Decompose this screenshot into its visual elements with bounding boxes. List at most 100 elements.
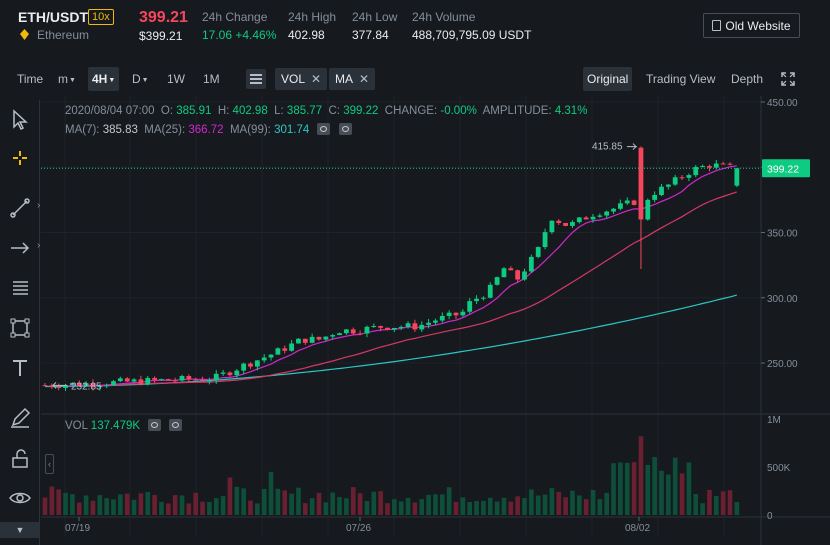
indicator-settings-icon[interactable] bbox=[246, 69, 266, 89]
volume-bar-up bbox=[323, 502, 329, 515]
ma-settings-icon[interactable] bbox=[338, 123, 352, 135]
chevron-right-icon: › bbox=[37, 240, 41, 251]
view-original[interactable]: Original bbox=[583, 67, 633, 91]
crosshair-tool[interactable] bbox=[6, 144, 34, 172]
candle-up bbox=[70, 382, 75, 386]
price-axis-label: 350.00 bbox=[767, 229, 798, 240]
volume-bar-up bbox=[111, 499, 116, 515]
high-value: 402.98 bbox=[288, 28, 325, 42]
lock-tool[interactable] bbox=[6, 444, 34, 472]
text-tool[interactable] bbox=[6, 354, 34, 382]
candle-down bbox=[385, 327, 390, 330]
old-website-button[interactable]: Old Website bbox=[703, 13, 800, 38]
month-button[interactable]: 1M bbox=[203, 72, 220, 86]
interval-4h-dropdown[interactable]: 4H▼ bbox=[88, 67, 120, 91]
volume-axis-label: 500K bbox=[767, 463, 791, 474]
close-icon[interactable]: ✕ bbox=[359, 72, 370, 86]
ohlc-info: 2020/08/04 07:00 O: 385.91 H: 402.98 L: … bbox=[65, 105, 587, 117]
volume-bar-down bbox=[303, 503, 308, 515]
pair-symbol[interactable]: ETH/USDT bbox=[18, 9, 88, 25]
volume-bar-down bbox=[200, 501, 205, 515]
candle-up bbox=[693, 166, 699, 176]
candle-down bbox=[90, 383, 96, 387]
candlestick-chart[interactable]: 450.00400.00350.00300.00250.001M500K007/… bbox=[41, 96, 830, 545]
candle-up bbox=[604, 211, 610, 216]
volume-bar-down bbox=[378, 491, 383, 515]
candle-up bbox=[63, 385, 68, 388]
candle-down bbox=[165, 379, 171, 381]
volume-bar-up bbox=[570, 490, 575, 515]
chevron-left-icon[interactable]: ‹ bbox=[45, 454, 54, 474]
vol-visibility-eye-icon[interactable] bbox=[148, 419, 162, 431]
low-value-ohlc: 385.77 bbox=[286, 105, 323, 117]
ma25-value: 366.72 bbox=[188, 124, 224, 136]
candle-down bbox=[378, 325, 384, 328]
day-dropdown[interactable]: D▼ bbox=[132, 67, 149, 91]
volume-bar-up bbox=[337, 497, 342, 515]
trend-line-tool[interactable]: › bbox=[6, 194, 40, 222]
current-price-label: 399.22 bbox=[767, 163, 799, 175]
candle-up bbox=[323, 336, 329, 340]
candle-up bbox=[618, 203, 623, 209]
volume-bar-down bbox=[76, 502, 82, 515]
max-price-label: 415.85 bbox=[592, 142, 623, 153]
candle-down bbox=[707, 166, 712, 168]
volume-bar-down bbox=[56, 489, 61, 515]
eye-icon bbox=[9, 492, 31, 504]
ray-tool[interactable]: › bbox=[6, 234, 40, 262]
visibility-tool[interactable] bbox=[6, 484, 34, 512]
candle-up bbox=[364, 326, 370, 334]
candle-up bbox=[672, 177, 678, 185]
volume-bar-up bbox=[405, 497, 411, 515]
volume-bar-up bbox=[487, 497, 493, 515]
collapse-tools-icon[interactable]: ▼ bbox=[0, 522, 40, 538]
view-depth[interactable]: Depth bbox=[731, 72, 764, 86]
chart-area[interactable]: 450.00400.00350.00300.00250.001M500K007/… bbox=[41, 96, 830, 545]
volume-bar-down bbox=[412, 502, 418, 515]
candle-up bbox=[611, 208, 616, 212]
chart-toolbar: Time m▼ 4H▼ D▼ 1W 1M VOL ✕ MA ✕ Original T… bbox=[0, 62, 830, 96]
volume-bar-down bbox=[556, 491, 562, 515]
volume-bar-up bbox=[296, 487, 301, 515]
candle-down bbox=[350, 329, 356, 334]
candle-up bbox=[261, 357, 267, 361]
candle-up bbox=[467, 301, 473, 312]
vol-indicator-chip[interactable]: VOL ✕ bbox=[275, 68, 328, 90]
volume-bar-up bbox=[604, 492, 609, 515]
rectangle-tool[interactable] bbox=[6, 314, 34, 342]
candle-up bbox=[433, 320, 438, 323]
volume-bar-down bbox=[193, 492, 198, 515]
volume-bar-up bbox=[597, 499, 603, 515]
candle-up bbox=[213, 373, 219, 381]
date-axis-label: 08/02 bbox=[625, 523, 650, 534]
fullscreen-icon[interactable] bbox=[781, 72, 795, 86]
candle-down bbox=[42, 385, 48, 387]
arrow-right-icon bbox=[11, 242, 30, 254]
volume-axis-label: 1M bbox=[767, 415, 781, 426]
cursor-tool[interactable] bbox=[6, 105, 34, 133]
edit-tool[interactable] bbox=[6, 404, 34, 432]
volume-bar-down bbox=[583, 499, 589, 515]
view-trading-view[interactable]: Trading View bbox=[646, 72, 716, 86]
vol-settings-icon[interactable] bbox=[169, 419, 183, 431]
minute-dropdown[interactable]: m▼ bbox=[58, 67, 76, 91]
candle-down bbox=[631, 200, 637, 205]
volume-bar-up bbox=[714, 496, 719, 515]
candle-down bbox=[152, 377, 157, 380]
week-button[interactable]: 1W bbox=[167, 72, 185, 86]
ethereum-icon bbox=[20, 29, 29, 40]
ma-visibility-eye-icon[interactable] bbox=[317, 123, 331, 135]
candle-up bbox=[645, 199, 651, 220]
change-value: 17.06 +4.46% bbox=[202, 28, 277, 42]
close-icon[interactable]: ✕ bbox=[311, 72, 322, 86]
time-button[interactable]: Time bbox=[17, 72, 44, 86]
fibonacci-tool[interactable] bbox=[6, 274, 34, 302]
amplitude-value: 4.31% bbox=[554, 105, 588, 117]
ma-indicator-chip[interactable]: MA ✕ bbox=[329, 68, 376, 90]
pencil-icon bbox=[11, 407, 31, 428]
volume-bar-up bbox=[522, 498, 527, 515]
candle-down bbox=[412, 323, 418, 330]
volume-bar-down bbox=[90, 500, 96, 515]
ohlc-date: 2020/08/04 07:00 bbox=[65, 105, 155, 117]
candle-up bbox=[371, 325, 377, 327]
